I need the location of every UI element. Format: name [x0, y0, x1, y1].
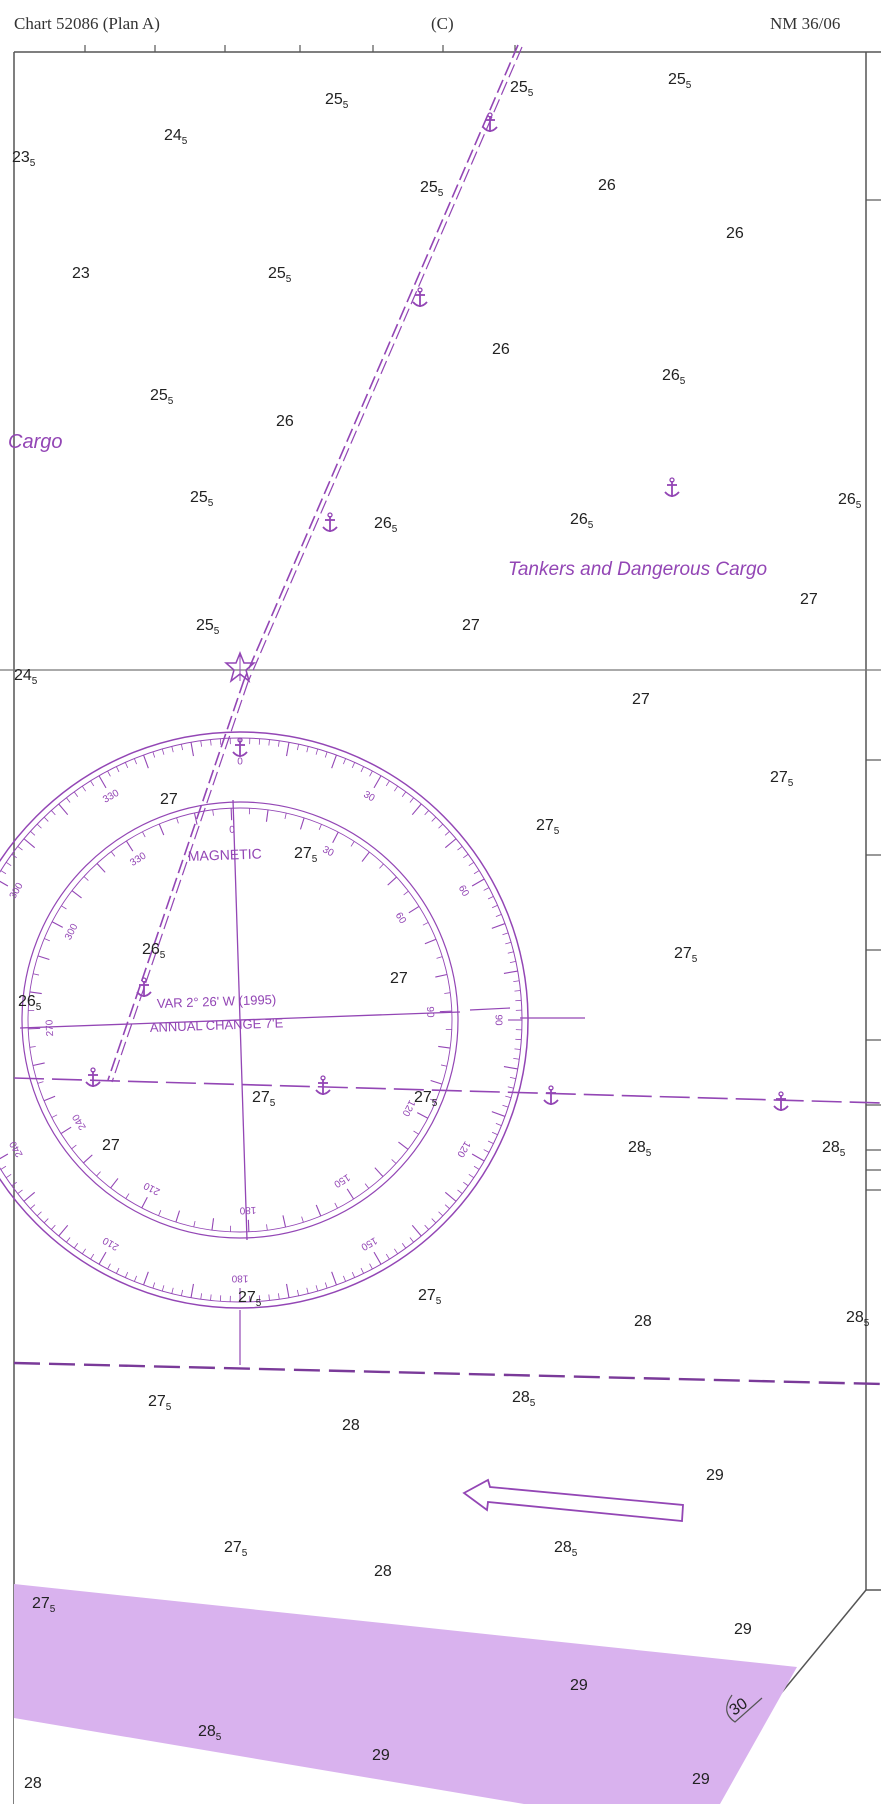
cargo-label-partial: Cargo: [8, 431, 62, 453]
rose-magnetic-bearing-label: 60: [393, 911, 408, 927]
rose-true-bearing-label: 240: [8, 1139, 26, 1159]
depth-sounding: 265: [374, 515, 398, 535]
rose-true-bearing-label: 0: [237, 757, 243, 768]
depth-sounding: 29: [372, 1747, 390, 1764]
depth-sounding: 275: [770, 769, 794, 789]
depth-sounding: 26: [598, 177, 616, 194]
depth-sounding: 285: [198, 1723, 222, 1743]
depth-sounding: 265: [662, 367, 686, 387]
rose-true-bearing-label: 330: [101, 788, 121, 806]
compass-rose: 0306090120150180210240270300330030609012…: [0, 731, 585, 1365]
depth-sounding: 255: [420, 179, 444, 199]
depth-sounding: 275: [674, 945, 698, 965]
depth-sounding: 275: [294, 845, 318, 865]
rose-magnetic-bearing-label: 300: [63, 922, 81, 942]
rose-true-bearing-label: 60: [456, 884, 471, 900]
anchorage-boundary-diagonal: [107, 44, 523, 1083]
rose-true-bearing-label: 180: [231, 1272, 248, 1283]
depth-sounding: 255: [510, 79, 534, 99]
depth-sounding: 275: [418, 1287, 442, 1307]
depth-sounding: 285: [512, 1389, 536, 1409]
depth-sounding: 27: [160, 791, 178, 808]
rose-true-bearing-label: 120: [454, 1139, 472, 1159]
depth-sounding: 285: [628, 1139, 652, 1159]
rose-magnetic-bearing-label: 210: [142, 1179, 162, 1197]
depth-sounding: 275: [148, 1393, 172, 1413]
depth-sounding: 27: [390, 970, 408, 987]
depth-sounding: 23: [72, 265, 90, 282]
star-light-icon: [224, 650, 256, 683]
rose-magnetic-bearing-label: 270: [44, 1019, 56, 1037]
depth-sounding: 255: [150, 387, 174, 407]
rose-magnetic-bearing-label: 90: [424, 1006, 435, 1018]
depth-sounding: 265: [142, 941, 166, 961]
depth-sounding: 265: [18, 993, 42, 1013]
rose-magnetic-bearing-label: 30: [320, 844, 335, 859]
depth-sounding: 275: [32, 1595, 56, 1615]
depth-sounding: 26: [726, 225, 744, 242]
rose-true-bearing-label: 300: [8, 881, 26, 901]
rose-true-bearing-label: 30: [361, 789, 377, 804]
notice-to-mariners-ref: NM 36/06: [770, 14, 841, 33]
chart-title: Chart 52086 (Plan A): [14, 14, 160, 33]
depth-sounding: 255: [668, 71, 692, 91]
depth-sounding: 28: [374, 1563, 392, 1580]
annual-change-label: ANNUAL CHANGE 7'E: [150, 1015, 284, 1035]
depth-sounding: 285: [846, 1309, 870, 1329]
depth-sounding: 275: [224, 1539, 248, 1559]
depth-sounding: 27: [102, 1137, 120, 1154]
unshaded-area: [14, 1718, 524, 1804]
restricted-area-fill: [14, 1584, 797, 1804]
depth-sounding: 29: [570, 1677, 588, 1694]
chart-edition-mark: (C): [431, 14, 454, 33]
depth-soundings: 255 255 255 245 235 255 26 26 23 255 26 …: [12, 71, 870, 1792]
depth-sounding: 29: [734, 1621, 752, 1638]
depth-sounding: 29: [692, 1771, 710, 1788]
rose-magnetic-bearing-label: 0: [229, 825, 235, 836]
rose-true-bearing-label: 210: [101, 1234, 121, 1252]
depth-sounding: 245: [14, 667, 38, 687]
rose-magnetic-bearing-label: 330: [128, 850, 148, 868]
rose-true-bearing-label: 90: [492, 1014, 503, 1026]
traffic-direction-arrow-icon: [462, 1478, 684, 1522]
depth-sounding: 255: [325, 91, 349, 111]
traffic-separation-limit: [13, 1361, 881, 1386]
depth-sounding: 265: [570, 511, 594, 531]
depth-sounding: 275: [238, 1289, 262, 1309]
depth-sounding: 255: [268, 265, 292, 285]
depth-sounding: 275: [536, 817, 560, 837]
anchorage-boundary-horizontal: [13, 1077, 881, 1104]
depth-sounding: 265: [838, 491, 862, 511]
rose-true-bearing-label: 150: [359, 1234, 379, 1252]
depth-contour: [726, 1694, 763, 1723]
tankers-dangerous-cargo-label: Tankers and Dangerous Cargo: [508, 559, 767, 580]
depth-sounding: 28: [24, 1775, 42, 1792]
depth-sounding: 235: [12, 149, 36, 169]
magnetic-variation-label: VAR 2° 26' W (1995): [157, 992, 277, 1011]
depth-sounding: 275: [252, 1089, 276, 1109]
depth-sounding: 255: [196, 617, 220, 637]
rose-magnetic-bearing-label: 180: [239, 1204, 257, 1216]
depth-sounding: 27: [800, 591, 818, 608]
depth-sounding: 285: [822, 1139, 846, 1159]
depth-sounding: 285: [554, 1539, 578, 1559]
depth-sounding: 29: [706, 1467, 724, 1484]
depth-sounding: 26: [492, 341, 510, 358]
depth-sounding: 28: [342, 1417, 360, 1434]
depth-sounding: 26: [276, 413, 294, 430]
depth-sounding: 255: [190, 489, 214, 509]
depth-sounding: 27: [632, 691, 650, 708]
magnetic-label: MAGNETIC: [188, 845, 262, 864]
rose-magnetic-bearing-label: 240: [70, 1111, 88, 1131]
depth-sounding: 28: [634, 1313, 652, 1330]
rose-magnetic-bearing-label: 150: [331, 1171, 351, 1189]
depth-sounding: 275: [414, 1089, 438, 1109]
depth-sounding: 245: [164, 127, 188, 147]
chart-border: [0, 45, 881, 1804]
depth-sounding: 27: [462, 617, 480, 634]
